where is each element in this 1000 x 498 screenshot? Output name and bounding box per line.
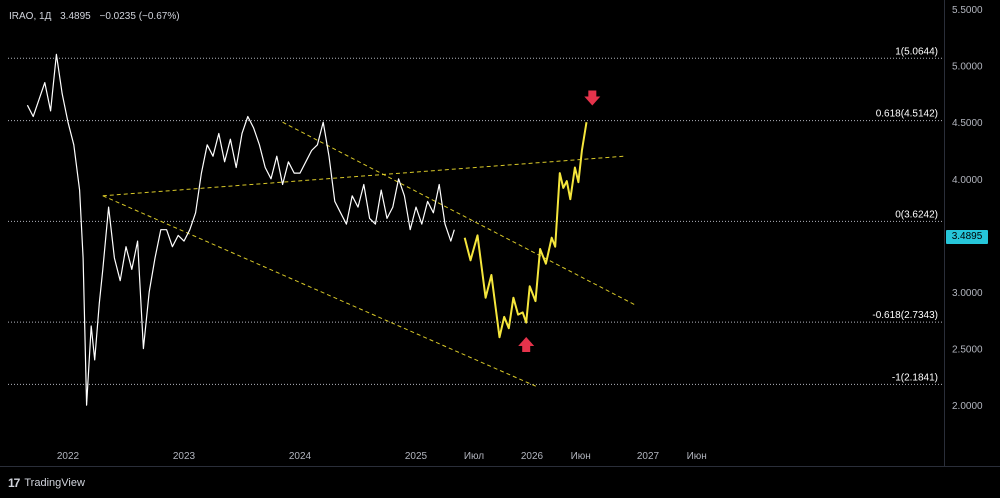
y-axis-tick-label: 5.5000 bbox=[952, 5, 983, 16]
y-axis-tick-label: 5.0000 bbox=[952, 62, 983, 73]
trend-line bbox=[102, 195, 539, 388]
x-axis-tick-label: Июл bbox=[464, 451, 484, 462]
fib-level-label: -1(2.1841) bbox=[892, 372, 938, 383]
price-scale-divider bbox=[944, 0, 945, 466]
price-change: −0.0235 (−0.67%) bbox=[99, 11, 180, 22]
x-axis-tick-label: 2026 bbox=[521, 451, 544, 462]
y-axis-tick-label: 2.5000 bbox=[952, 345, 983, 356]
x-axis-tick-label: 2027 bbox=[637, 451, 660, 462]
y-axis-tick-label: 4.0000 bbox=[952, 175, 983, 186]
tradingview-logo-icon: 17 bbox=[8, 476, 20, 490]
last-price: 3.4895 bbox=[60, 11, 91, 22]
y-axis-tick-label: 2.0000 bbox=[952, 401, 983, 412]
forecast-price-line bbox=[463, 122, 588, 339]
x-axis-tick-label: 2024 bbox=[289, 451, 312, 462]
tradingview-brand[interactable]: 17 TradingView bbox=[8, 476, 85, 490]
fib-level-label: -0.618(2.7343) bbox=[872, 310, 938, 321]
x-axis-tick-label: Июн bbox=[571, 451, 591, 462]
x-axis-tick-label: 2025 bbox=[405, 451, 428, 462]
arrow-down-icon bbox=[584, 90, 601, 106]
brand-name: TradingView bbox=[24, 477, 85, 489]
x-axis-tick-label: Июн bbox=[687, 451, 707, 462]
y-axis-tick-label: 4.5000 bbox=[952, 118, 983, 129]
time-scale-divider bbox=[0, 466, 1000, 467]
history-price-line bbox=[26, 53, 455, 406]
fib-level-label: 1(5.0644) bbox=[895, 46, 938, 57]
y-axis-tick-label: 3.0000 bbox=[952, 288, 983, 299]
x-axis-tick-label: 2022 bbox=[57, 451, 80, 462]
arrow-up-icon bbox=[518, 336, 535, 352]
fib-level-label: 0.618(4.5142) bbox=[876, 109, 938, 120]
symbol-label[interactable]: IRAO, 1Д bbox=[9, 11, 52, 22]
current-price-tag: 3.4895 bbox=[946, 230, 988, 244]
symbol-header: IRAO, 1Д 3.4895 −0.0235 (−0.67%) bbox=[9, 11, 180, 22]
x-axis-tick-label: 2023 bbox=[173, 451, 196, 462]
trend-line bbox=[282, 121, 637, 307]
trend-line bbox=[102, 155, 625, 197]
fib-level-label: 0(3.6242) bbox=[895, 209, 938, 220]
